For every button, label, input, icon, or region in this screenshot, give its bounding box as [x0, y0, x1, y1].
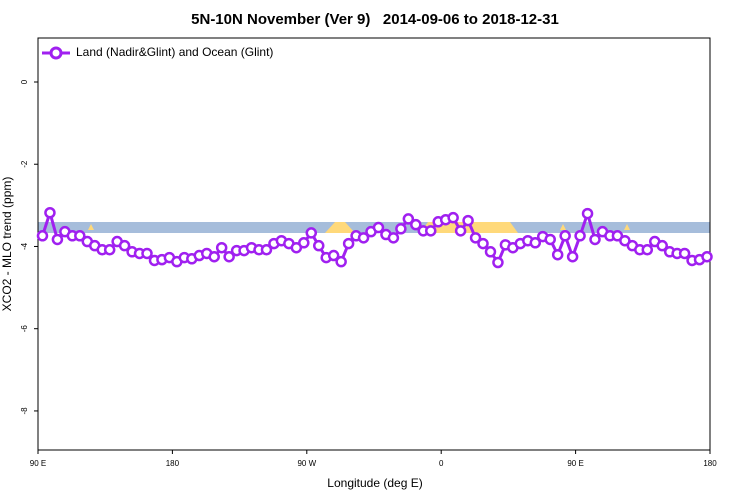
data-point [477, 237, 489, 250]
data-point [559, 230, 571, 242]
data-point [357, 232, 370, 244]
x-axis-label: Longitude (deg E) [327, 476, 422, 490]
data-point [387, 232, 400, 244]
data-point [36, 230, 49, 242]
data-point [342, 237, 355, 250]
data-point [410, 218, 422, 231]
legend: Land (Nadir&Glint) and Ocean (Glint) [42, 45, 273, 60]
x-tick-label: 90 E [30, 459, 46, 468]
data-point [589, 233, 601, 246]
data-point [215, 241, 228, 254]
data-point [103, 244, 116, 256]
data-point [395, 223, 407, 235]
data-point [701, 250, 713, 263]
chart-title: 5N-10N November (Ver 9) 2014-09-06 to 20… [191, 11, 559, 28]
data-point [469, 232, 482, 244]
data-point [454, 225, 467, 237]
x-tick-label: 90 W [297, 459, 316, 468]
data-point [611, 230, 624, 242]
data-point [402, 213, 415, 225]
data-point [566, 250, 579, 263]
data-point [462, 214, 474, 227]
data-point [298, 237, 310, 249]
data-point [529, 237, 542, 249]
data-point [581, 207, 594, 220]
data-point [74, 230, 86, 242]
data-point [44, 207, 56, 219]
data-point [372, 221, 385, 234]
data-point [551, 248, 564, 261]
data-point [574, 230, 586, 242]
data-point [208, 250, 220, 263]
data-point [484, 246, 497, 258]
data-point [492, 256, 504, 269]
data-point [118, 239, 131, 252]
legend-marker [49, 46, 63, 60]
x-tick-label: 180 [166, 459, 180, 468]
data-point [678, 247, 691, 260]
y-tick-label: -6 [20, 325, 29, 333]
data-point [641, 244, 654, 256]
legend-label: Land (Nadir&Glint) and Ocean (Glint) [76, 45, 273, 59]
y-tick-label: -4 [20, 242, 29, 250]
data-point [312, 239, 325, 252]
data-point [305, 227, 318, 239]
data-point [51, 233, 64, 246]
data-point [260, 244, 273, 256]
y-tick-label: -2 [20, 160, 29, 168]
x-tick-label: 0 [439, 459, 444, 468]
data-point [447, 211, 459, 224]
data-point [619, 234, 631, 247]
plot-frame [37, 37, 711, 451]
x-tick-label: 90 E [567, 459, 583, 468]
y-axis-label: XCO2 - MLO trend (ppm) [0, 177, 14, 312]
data-point [335, 255, 347, 268]
data-point [290, 241, 303, 254]
y-tick-label: -8 [20, 407, 29, 415]
x-tick-label: 180 [703, 459, 717, 468]
data-point [141, 247, 153, 260]
data-point [223, 250, 235, 263]
data-point [544, 233, 556, 246]
data-point [656, 239, 668, 252]
y-tick-label: 0 [20, 79, 29, 84]
data-point [424, 225, 437, 237]
data-point [327, 249, 340, 262]
